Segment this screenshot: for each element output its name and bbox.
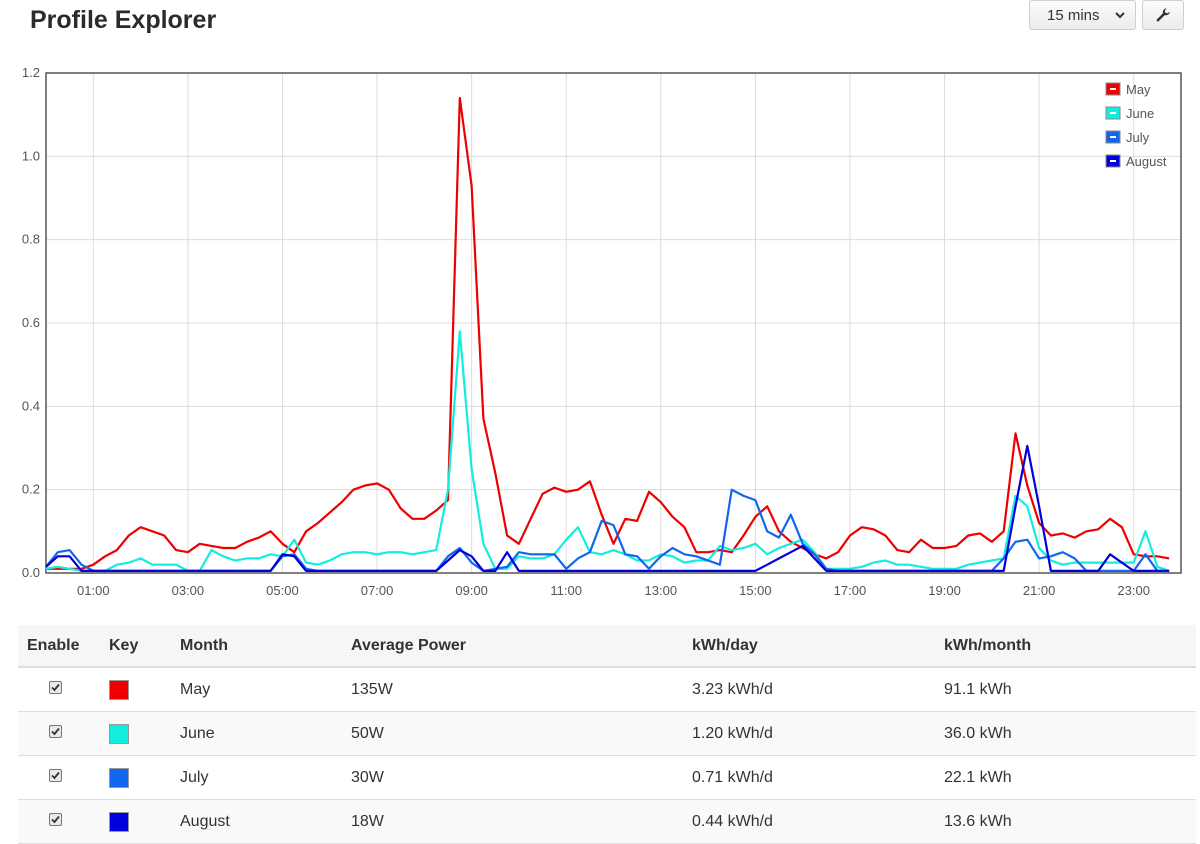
enable-checkbox-august[interactable] bbox=[49, 812, 62, 826]
enable-checkbox-july[interactable] bbox=[49, 768, 62, 782]
profile-chart: 0.0 0.2 0.4 0.6 0.8 1.0 1.2 01:00 03:00 05:00 07:… bbox=[22, 65, 1182, 598]
key-swatch-august bbox=[109, 811, 129, 832]
legend-item-may[interactable]: May bbox=[1105, 82, 1151, 97]
table-header-row: Enable Key Month Average Power kWh/day k… bbox=[18, 625, 1196, 668]
check-icon bbox=[51, 727, 60, 735]
kwh-month-cell: 13.6 kWh bbox=[935, 799, 1196, 844]
interval-select[interactable]: 15 mins bbox=[1029, 0, 1136, 30]
interval-select-value: 15 mins bbox=[1047, 6, 1100, 24]
y-tick-label: 1.0 bbox=[22, 148, 40, 163]
chart-grid bbox=[46, 73, 1181, 573]
table-row-may: May 135W 3.23 kWh/d 91.1 kWh bbox=[18, 667, 1196, 712]
month-cell: July bbox=[171, 755, 342, 800]
table-row-june: June 50W 1.20 kWh/d 36.0 kWh bbox=[18, 711, 1196, 756]
kwh-day-cell: 1.20 kWh/d bbox=[683, 711, 935, 756]
y-axis: 0.0 0.2 0.4 0.6 0.8 1.0 1.2 bbox=[22, 65, 40, 580]
kwh-day-cell: 3.23 kWh/d bbox=[683, 667, 935, 712]
legend-label: June bbox=[1126, 106, 1154, 121]
series-line-may bbox=[46, 96, 1170, 570]
kwh-month-cell: 36.0 kWh bbox=[935, 711, 1196, 756]
y-tick-label: 0.8 bbox=[22, 232, 40, 247]
y-tick-label: 0.0 bbox=[22, 565, 40, 580]
series-lines bbox=[45, 96, 1170, 572]
x-tick-label: 21:00 bbox=[1023, 583, 1056, 598]
x-tick-label: 05:00 bbox=[266, 583, 299, 598]
col-month: Month bbox=[171, 625, 342, 668]
enable-checkbox-june[interactable] bbox=[49, 724, 62, 738]
key-swatch-may bbox=[109, 679, 129, 700]
avg-power-cell: 18W bbox=[342, 799, 683, 844]
legend-item-july[interactable]: July bbox=[1105, 130, 1150, 145]
check-icon bbox=[51, 683, 60, 691]
legend-label: August bbox=[1126, 154, 1167, 169]
legend-label: May bbox=[1126, 82, 1151, 97]
check-icon bbox=[51, 771, 60, 779]
x-tick-label: 15:00 bbox=[739, 583, 772, 598]
x-tick-label: 07:00 bbox=[361, 583, 394, 598]
month-cell: May bbox=[171, 667, 342, 712]
series-line-august bbox=[45, 444, 1170, 572]
chart-legend[interactable]: May June July August bbox=[1105, 82, 1167, 169]
series-line-june bbox=[45, 330, 1170, 572]
page-title: Profile Explorer bbox=[30, 6, 217, 34]
legend-swatch-mark bbox=[1110, 112, 1116, 114]
x-tick-label: 23:00 bbox=[1117, 583, 1150, 598]
legend-item-june[interactable]: June bbox=[1105, 106, 1154, 121]
avg-power-cell: 50W bbox=[342, 711, 683, 756]
y-tick-label: 1.2 bbox=[22, 65, 40, 80]
settings-button[interactable] bbox=[1142, 0, 1184, 30]
col-kwh-month: kWh/month bbox=[935, 625, 1196, 668]
x-tick-label: 17:00 bbox=[834, 583, 867, 598]
x-tick-label: 03:00 bbox=[172, 583, 205, 598]
chevron-down-icon bbox=[1115, 12, 1125, 19]
kwh-month-cell: 91.1 kWh bbox=[935, 667, 1196, 712]
kwh-day-cell: 0.71 kWh/d bbox=[683, 755, 935, 800]
table-row-august: August 18W 0.44 kWh/d 13.6 kWh bbox=[18, 799, 1196, 844]
kwh-day-cell: 0.44 kWh/d bbox=[683, 799, 935, 844]
legend-label: July bbox=[1126, 130, 1150, 145]
x-tick-label: 11:00 bbox=[550, 583, 582, 598]
key-swatch-july bbox=[109, 767, 129, 788]
legend-swatch-mark bbox=[1110, 136, 1116, 138]
check-icon bbox=[51, 815, 60, 823]
wrench-icon bbox=[1156, 8, 1170, 22]
avg-power-cell: 30W bbox=[342, 755, 683, 800]
col-key: Key bbox=[100, 625, 171, 668]
x-tick-label: 13:00 bbox=[645, 583, 678, 598]
col-average-power: Average Power bbox=[342, 625, 683, 668]
table-row-july: July 30W 0.71 kWh/d 22.1 kWh bbox=[18, 755, 1196, 800]
y-tick-label: 0.4 bbox=[22, 398, 40, 413]
month-cell: June bbox=[171, 711, 342, 756]
key-swatch-june bbox=[109, 723, 129, 744]
legend-swatch-mark bbox=[1110, 88, 1116, 90]
month-cell: August bbox=[171, 799, 342, 844]
y-tick-label: 0.6 bbox=[22, 315, 40, 330]
plot-frame bbox=[45, 72, 1182, 574]
legend-swatch-mark bbox=[1110, 160, 1116, 162]
col-enable: Enable bbox=[18, 625, 100, 668]
x-tick-label: 09:00 bbox=[455, 583, 488, 598]
x-axis: 01:00 03:00 05:00 07:00 09:00 11:00 13:00 15:00… bbox=[77, 583, 1150, 598]
col-kwh-day: kWh/day bbox=[683, 625, 935, 668]
stats-table: Enable Key Month Average Power kWh/day k… bbox=[18, 625, 1196, 844]
legend-item-august[interactable]: August bbox=[1105, 154, 1167, 169]
x-tick-label: 19:00 bbox=[928, 583, 961, 598]
kwh-month-cell: 22.1 kWh bbox=[935, 755, 1196, 800]
y-tick-label: 0.2 bbox=[22, 482, 40, 497]
enable-checkbox-may[interactable] bbox=[49, 680, 62, 694]
avg-power-cell: 135W bbox=[342, 667, 683, 712]
x-tick-label: 01:00 bbox=[77, 583, 110, 598]
